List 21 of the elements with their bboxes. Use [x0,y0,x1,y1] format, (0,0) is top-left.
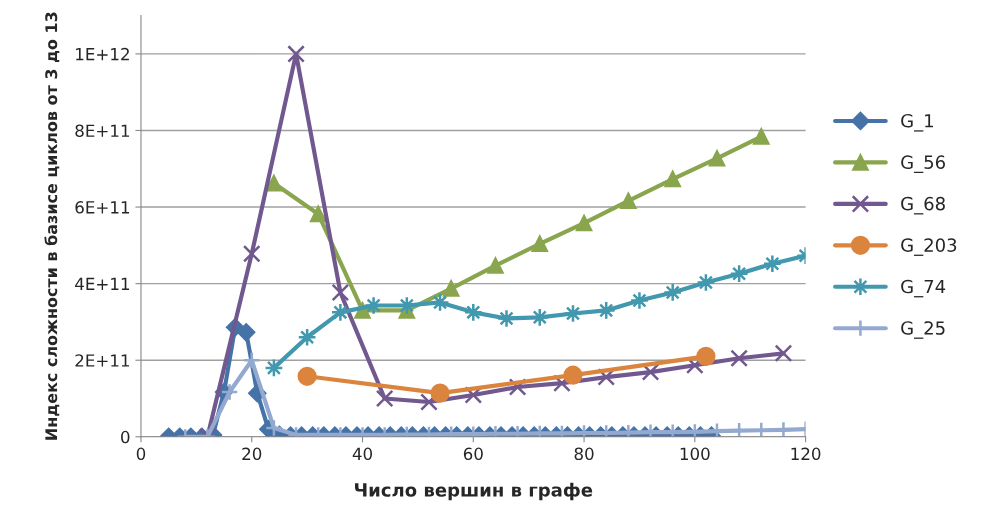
x-tick-label: 60 [463,447,483,461]
y-tick-label: 8E+11 [75,124,130,138]
y-axis-title: Индекс сложности в базисе циклов от 3 до 13 [44,12,60,440]
legend-label: G_1 [901,113,933,132]
x-tick-label: 80 [574,447,594,461]
x-tick-label: 100 [680,447,710,461]
y-tick-label: 1E+12 [76,47,129,61]
y-tick-label: 6E+11 [75,201,130,214]
x-axis-title: Число вершин в графе [355,482,593,501]
y-tick-label: 4E+11 [75,277,130,290]
x-tick-label: 40 [352,447,373,461]
legend-label: G_203 [901,238,957,256]
legend-label: G_25 [901,321,945,339]
x-tick-label: 20 [242,447,262,461]
legend-label: G_68 [901,196,945,215]
legend-label: G_56 [901,155,945,174]
x-tick-label: 0 [136,447,146,461]
y-tick-label: 0 [121,430,130,444]
x-tick-label: 120 [791,447,821,461]
legend-label: G_74 [901,279,946,298]
y-tick-label: 2E+11 [75,354,130,367]
